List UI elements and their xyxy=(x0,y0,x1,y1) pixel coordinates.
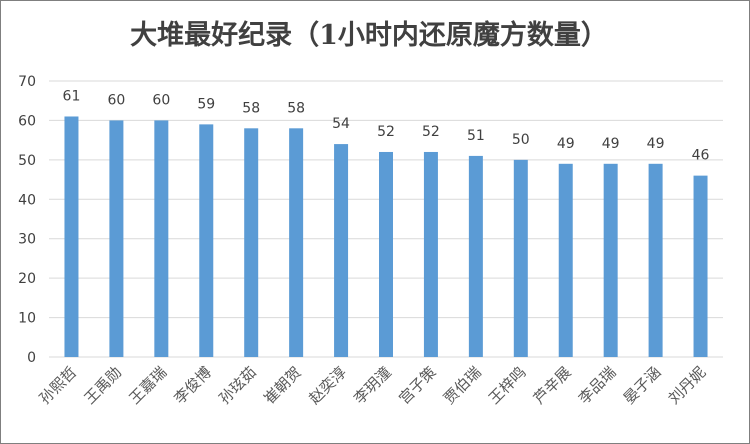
y-tick-label: 0 xyxy=(27,350,36,366)
data-label: 49 xyxy=(557,136,575,152)
y-tick-label: 40 xyxy=(18,192,36,208)
bar xyxy=(154,120,169,357)
chart-title: 大堆最好纪录（1小时内还原魔方数量） xyxy=(130,19,608,51)
category-label: 李品瑞 xyxy=(575,363,620,408)
data-label: 58 xyxy=(287,100,305,116)
y-tick-label: 50 xyxy=(18,153,36,169)
bar xyxy=(289,128,304,357)
bar xyxy=(648,163,663,357)
data-label: 46 xyxy=(692,148,710,164)
category-label: 王嘉瑞 xyxy=(126,363,171,408)
bar xyxy=(558,163,573,357)
category-label: 贾伯瑞 xyxy=(440,363,485,408)
bar xyxy=(109,120,124,357)
category-label: 王禹勋 xyxy=(81,363,126,408)
data-label: 60 xyxy=(152,92,170,108)
data-label: 49 xyxy=(602,136,620,152)
bar xyxy=(693,175,708,357)
data-labels: 61 60 60 59 58 58 54 52 52 51 50 49 49 49 46 xyxy=(63,88,710,163)
category-label: 宫子策 xyxy=(395,363,440,408)
y-tick-label: 10 xyxy=(18,311,36,327)
bar xyxy=(244,128,259,357)
y-tick-label: 60 xyxy=(18,113,36,129)
data-label: 60 xyxy=(107,92,125,108)
bar xyxy=(603,163,618,357)
bar xyxy=(64,116,79,357)
bar xyxy=(423,151,438,357)
category-label: 刘丹妮 xyxy=(665,363,710,408)
category-label: 芦辛展 xyxy=(530,363,575,408)
data-label: 61 xyxy=(63,88,81,104)
data-label: 58 xyxy=(242,100,260,116)
bar xyxy=(513,159,528,357)
data-label: 59 xyxy=(197,96,215,112)
category-label: 晏子涵 xyxy=(620,363,665,408)
bar xyxy=(379,151,393,357)
category-label: 赵奕淳 xyxy=(305,363,350,408)
y-tick-label: 30 xyxy=(18,232,36,248)
bars xyxy=(64,116,708,357)
category-label: 孙玹茹 xyxy=(215,363,260,408)
data-label: 49 xyxy=(647,136,665,152)
data-label: 54 xyxy=(332,116,350,132)
category-label: 孙熙哲 xyxy=(36,363,81,408)
y-tick-label: 20 xyxy=(18,271,36,287)
data-label: 51 xyxy=(467,128,485,144)
data-label: 52 xyxy=(422,124,440,140)
y-axis-ticks: 0 10 20 30 40 50 60 70 xyxy=(18,74,36,366)
y-tick-label: 70 xyxy=(18,74,36,90)
category-label: 王梓鸣 xyxy=(485,363,530,408)
data-label: 50 xyxy=(512,132,530,148)
data-label: 52 xyxy=(377,124,395,140)
category-label: 李俊博 xyxy=(171,363,216,408)
bar xyxy=(334,144,349,357)
bar xyxy=(468,155,483,357)
bar xyxy=(199,124,214,357)
category-label: 李玥潼 xyxy=(350,363,395,408)
category-labels: 孙熙哲 王禹勋 王嘉瑞 李俊博 孙玹茹 崔朝贺 赵奕淳 李玥潼 宫子策 贾伯瑞 王梓鸣 芦辛展 李品瑞晏… xyxy=(36,363,710,408)
category-label: 崔朝贺 xyxy=(260,363,305,408)
